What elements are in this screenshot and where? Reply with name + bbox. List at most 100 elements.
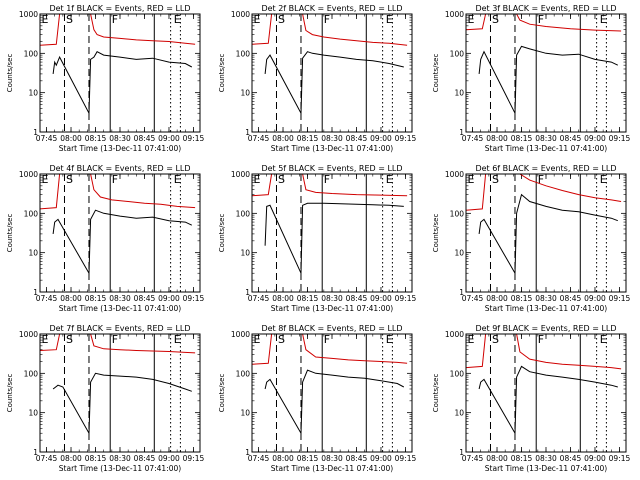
y-tick-label: 100	[236, 49, 251, 58]
phase-marker-label: S	[492, 173, 499, 186]
phase-marker-label: S	[66, 173, 73, 186]
phase-marker-label: E	[42, 173, 49, 186]
phase-marker-label: E	[600, 13, 607, 26]
phase-marker-label: S	[492, 13, 499, 26]
x-axis-label: Start Time (13-Dec-11 07:41:00)	[271, 464, 393, 473]
phase-marker-label: S	[492, 333, 499, 346]
y-tick-label: 100	[450, 209, 465, 218]
y-tick-label: 10	[28, 89, 38, 98]
x-tick-label: 08:00	[60, 134, 82, 143]
y-tick-label: 10	[240, 249, 250, 258]
phase-marker-label: F	[112, 173, 118, 186]
y-tick-label: 100	[24, 209, 39, 218]
x-tick-label: 09:00	[370, 294, 392, 303]
x-tick-label: 09:00	[584, 134, 606, 143]
x-tick-label: 08:00	[486, 454, 508, 463]
x-tick-label: 08:45	[346, 134, 368, 143]
x-tick-label: 08:30	[535, 294, 557, 303]
x-axis-label: Start Time (13-Dec-11 07:41:00)	[271, 144, 393, 153]
y-tick-label: 100	[450, 49, 465, 58]
phase-marker-label: F	[538, 13, 544, 26]
events-series-line	[52, 209, 193, 275]
x-tick-label: 08:15	[297, 294, 319, 303]
y-axis-label: Counts/sec	[6, 374, 14, 413]
phase-marker-label: F	[324, 333, 330, 346]
phase-marker-label: E	[468, 173, 475, 186]
x-tick-label: 08:00	[486, 294, 508, 303]
y-tick-label: 10	[454, 89, 464, 98]
y-tick-label: 10	[454, 409, 464, 418]
phase-marker-label: S	[66, 333, 73, 346]
chart-panel-4: Det 4f BLACK = Events, RED = LLD Counts/s…	[6, 164, 204, 313]
chart-title: Det 5f BLACK = Events, RED = LLD	[261, 164, 402, 173]
x-axis-label: Start Time (13-Dec-11 07:41:00)	[271, 304, 393, 313]
y-tick-label: 1000	[231, 10, 250, 19]
chart-panel-1: Det 1f BLACK = Events, RED = LLD Counts/s…	[6, 4, 204, 153]
plot-frame	[251, 173, 413, 293]
x-tick-label: 09:15	[183, 294, 205, 303]
x-tick-label: 08:30	[109, 134, 131, 143]
x-tick-label: 08:45	[134, 134, 156, 143]
y-axis-label: Counts/sec	[6, 214, 14, 253]
x-tick-label: 09:00	[158, 294, 180, 303]
x-axis-label: Start Time (13-Dec-11 07:41:00)	[59, 304, 181, 313]
x-axis-label: Start Time (13-Dec-11 07:41:00)	[485, 144, 607, 153]
x-tick-label: 08:00	[60, 454, 82, 463]
plot-frame	[465, 13, 627, 133]
x-tick-label: 09:00	[370, 134, 392, 143]
chart-panel-6: Det 6f BLACK = Events, RED = LLD Counts/s…	[432, 164, 630, 313]
phase-marker-label: F	[112, 333, 118, 346]
x-tick-label: 07:45	[462, 134, 484, 143]
phase-marker-label: S	[278, 13, 285, 26]
chart-title: Det 8f BLACK = Events, RED = LLD	[261, 324, 402, 333]
y-tick-label: 1000	[445, 330, 464, 339]
x-tick-label: 09:15	[609, 454, 631, 463]
chart-title: Det 1f BLACK = Events, RED = LLD	[49, 4, 190, 13]
phase-marker-label: F	[324, 173, 330, 186]
x-tick-label: 08:00	[272, 454, 294, 463]
x-tick-label: 08:15	[511, 294, 533, 303]
x-tick-label: 09:00	[158, 134, 180, 143]
phase-marker-label: E	[254, 173, 261, 186]
x-tick-label: 08:15	[85, 294, 107, 303]
phase-marker-label: E	[42, 13, 49, 26]
x-tick-label: 08:45	[560, 134, 582, 143]
x-tick-label: 09:15	[609, 294, 631, 303]
phase-marker-label: F	[538, 173, 544, 186]
x-tick-label: 08:00	[486, 134, 508, 143]
x-tick-label: 08:45	[346, 454, 368, 463]
y-tick-label: 1000	[231, 170, 250, 179]
y-tick-label: 100	[450, 369, 465, 378]
x-axis-label: Start Time (13-Dec-11 07:41:00)	[59, 144, 181, 153]
phase-marker-label: E	[600, 173, 607, 186]
x-axis-label: Start Time (13-Dec-11 07:41:00)	[485, 304, 607, 313]
x-tick-label: 09:00	[370, 454, 392, 463]
phase-marker-label: E	[386, 13, 393, 26]
y-axis-label: Counts/sec	[218, 54, 226, 93]
x-tick-label: 09:00	[158, 454, 180, 463]
chart-title: Det 6f BLACK = Events, RED = LLD	[475, 164, 616, 173]
x-tick-label: 08:00	[60, 294, 82, 303]
phase-marker-label: F	[112, 13, 118, 26]
chart-panel-7: Det 7f BLACK = Events, RED = LLD Counts/s…	[6, 324, 204, 473]
y-tick-label: 1000	[19, 330, 38, 339]
y-axis-label: Counts/sec	[432, 374, 440, 413]
phase-marker-label: F	[324, 13, 330, 26]
x-tick-label: 08:30	[321, 454, 343, 463]
phase-marker-label: E	[468, 333, 475, 346]
y-tick-label: 1	[459, 288, 464, 297]
x-tick-label: 07:45	[462, 294, 484, 303]
y-tick-label: 10	[240, 409, 250, 418]
x-tick-label: 08:30	[535, 134, 557, 143]
x-tick-label: 08:45	[134, 454, 156, 463]
x-tick-label: 07:45	[248, 294, 270, 303]
x-tick-label: 08:30	[321, 294, 343, 303]
chart-panel-3: Det 3f BLACK = Events, RED = LLD Counts/s…	[432, 4, 630, 153]
y-tick-label: 1000	[19, 170, 38, 179]
x-axis-label: Start Time (13-Dec-11 07:41:00)	[485, 464, 607, 473]
events-series-line	[478, 193, 618, 275]
x-tick-label: 08:15	[511, 454, 533, 463]
y-axis-label: Counts/sec	[218, 214, 226, 253]
x-tick-label: 07:45	[248, 134, 270, 143]
